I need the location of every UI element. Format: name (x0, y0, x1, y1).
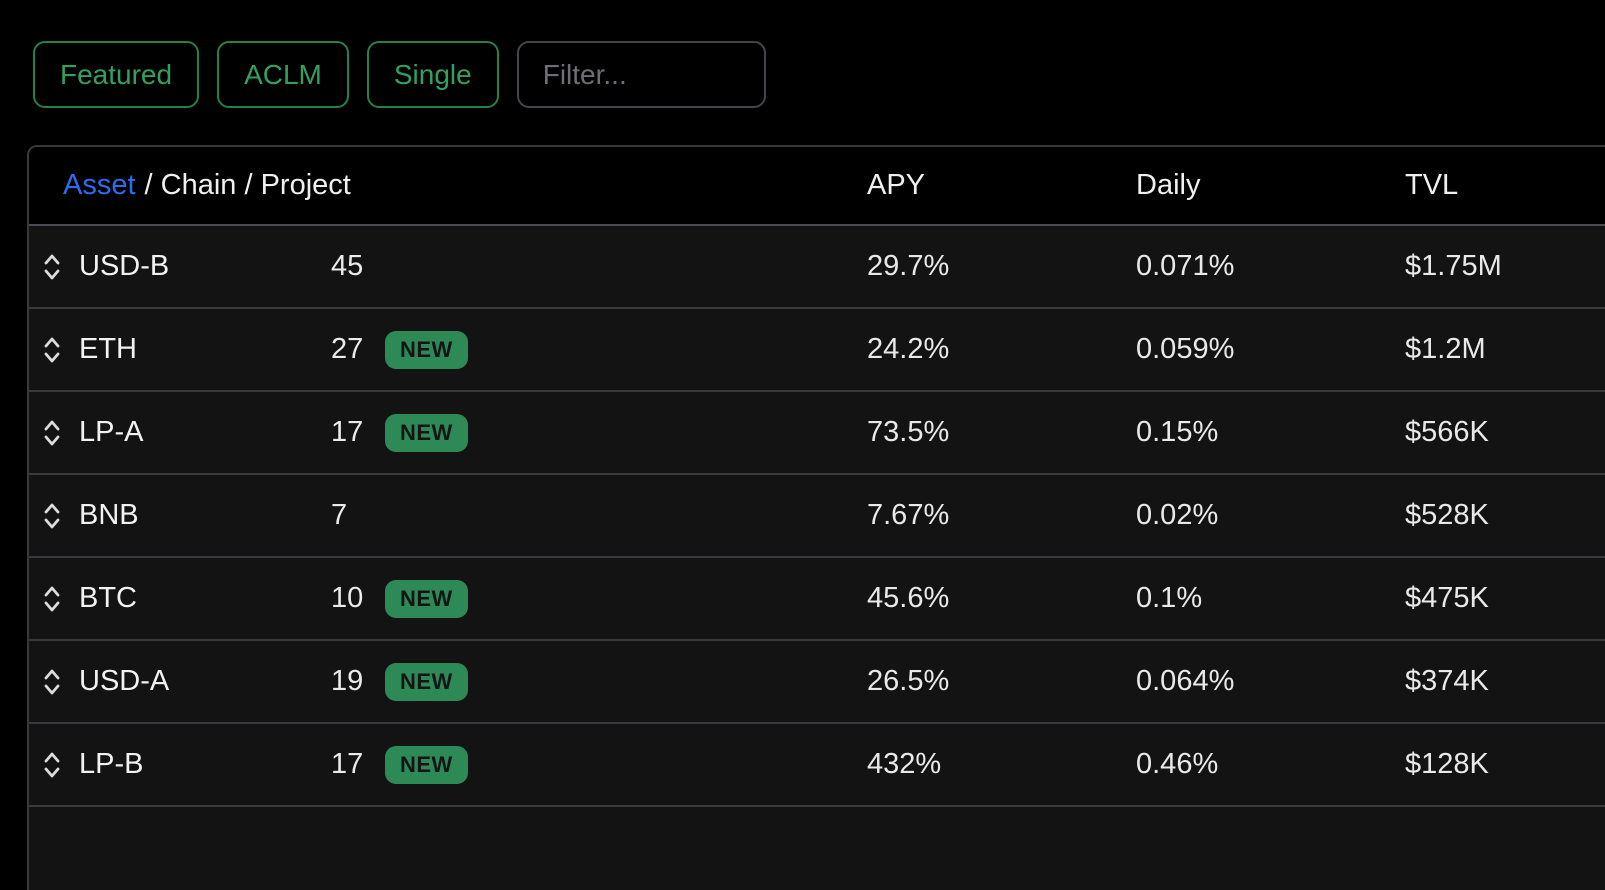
daily-value: 0.02% (1136, 499, 1219, 531)
new-badge: NEW (385, 662, 468, 701)
aclm-filter-button[interactable]: ACLM (217, 41, 349, 108)
expand-row-icon[interactable] (42, 750, 62, 780)
table-row[interactable]: USD-A 19 NEW 26.5% 0.064% $374K (29, 641, 1605, 724)
table-row[interactable]: LP-B 17 NEW 432% 0.46% $128K (29, 724, 1605, 807)
table-row[interactable]: BNB 7 7.67% 0.02% $528K (29, 475, 1605, 558)
new-badge: NEW (385, 579, 468, 618)
asset-name: USD-B (79, 250, 170, 282)
column-header-daily[interactable]: Daily (1136, 169, 1201, 201)
tvl-value: $128K (1405, 748, 1489, 780)
daily-value: 0.15% (1136, 416, 1219, 448)
pool-count: 7 (331, 499, 348, 531)
column-header-tvl[interactable]: TVL (1405, 169, 1459, 201)
filter-toolbar: Featured ACLM Single (0, 0, 1605, 108)
asset-name: LP-A (79, 416, 144, 448)
table-row[interactable]: USD-B 45 29.7% 0.071% $1.75M (29, 226, 1605, 309)
daily-value: 0.064% (1136, 665, 1235, 697)
asset-cell: LP-B 17 NEW (29, 745, 867, 784)
table-row[interactable]: ETH 27 NEW 24.2% 0.059% $1.2M (29, 309, 1605, 392)
expand-row-icon[interactable] (42, 252, 62, 282)
tvl-value: $374K (1405, 665, 1489, 697)
apy-value: 432% (867, 748, 942, 780)
pool-count: 17 (331, 416, 364, 448)
daily-value: 0.059% (1136, 333, 1235, 365)
apy-value: 29.7% (867, 250, 950, 282)
asset-sort-link[interactable]: Asset (63, 169, 136, 201)
asset-cell: USD-B 45 (29, 250, 867, 283)
table-row[interactable]: BTC 10 NEW 45.6% 0.1% $475K (29, 558, 1605, 641)
asset-name: BTC (79, 582, 137, 614)
expand-row-icon[interactable] (42, 501, 62, 531)
column-header-apy[interactable]: APY (867, 169, 926, 201)
new-badge: NEW (385, 413, 468, 452)
tvl-value: $1.75M (1405, 250, 1502, 282)
asset-cell: LP-A 17 NEW (29, 413, 867, 452)
asset-cell: ETH 27 NEW (29, 330, 867, 369)
asset-name: LP-B (79, 748, 144, 780)
expand-row-icon[interactable] (42, 584, 62, 614)
tvl-value: $475K (1405, 582, 1489, 614)
single-filter-button[interactable]: Single (366, 41, 499, 108)
asset-cell: USD-A 19 NEW (29, 662, 867, 701)
expand-row-icon[interactable] (42, 418, 62, 448)
apy-value: 73.5% (867, 416, 950, 448)
asset-cell: BNB 7 (29, 499, 867, 532)
table-row[interactable]: LP-A 17 NEW 73.5% 0.15% $566K (29, 392, 1605, 475)
filter-input[interactable] (516, 41, 766, 108)
column-header-asset: Asset / Chain / Project (29, 169, 867, 202)
new-badge: NEW (385, 330, 468, 369)
tvl-value: $528K (1405, 499, 1489, 531)
tvl-value: $566K (1405, 416, 1489, 448)
daily-value: 0.1% (1136, 582, 1203, 614)
table-row-partial (29, 807, 1605, 890)
yield-table: Asset / Chain / Project APY Daily TVL USD… (27, 145, 1605, 890)
daily-value: 0.071% (1136, 250, 1235, 282)
expand-row-icon[interactable] (42, 335, 62, 365)
apy-value: 26.5% (867, 665, 950, 697)
pool-count: 19 (331, 665, 364, 697)
new-badge: NEW (385, 745, 468, 784)
pool-count: 10 (331, 582, 364, 614)
tvl-value: $1.2M (1405, 333, 1486, 365)
daily-value: 0.46% (1136, 748, 1219, 780)
asset-cell: BTC 10 NEW (29, 579, 867, 618)
apy-value: 7.67% (867, 499, 950, 531)
asset-name: ETH (79, 333, 137, 365)
pool-count: 17 (331, 748, 364, 780)
pool-count: 27 (331, 333, 364, 365)
table-header-row: Asset / Chain / Project APY Daily TVL (29, 147, 1605, 226)
expand-row-icon[interactable] (42, 667, 62, 697)
chain-project-header-label: / Chain / Project (144, 169, 351, 201)
pool-count: 45 (331, 250, 364, 282)
asset-name: USD-A (79, 665, 170, 697)
featured-filter-button[interactable]: Featured (33, 41, 200, 108)
apy-value: 45.6% (867, 582, 950, 614)
apy-value: 24.2% (867, 333, 950, 365)
asset-name: BNB (79, 499, 139, 531)
table-body: USD-B 45 29.7% 0.071% $1.75M ETH 27 NEW … (29, 226, 1605, 890)
